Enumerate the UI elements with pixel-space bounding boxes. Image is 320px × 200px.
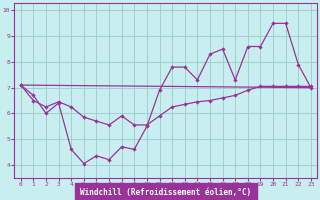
- X-axis label: Windchill (Refroidissement éolien,°C): Windchill (Refroidissement éolien,°C): [80, 188, 252, 197]
